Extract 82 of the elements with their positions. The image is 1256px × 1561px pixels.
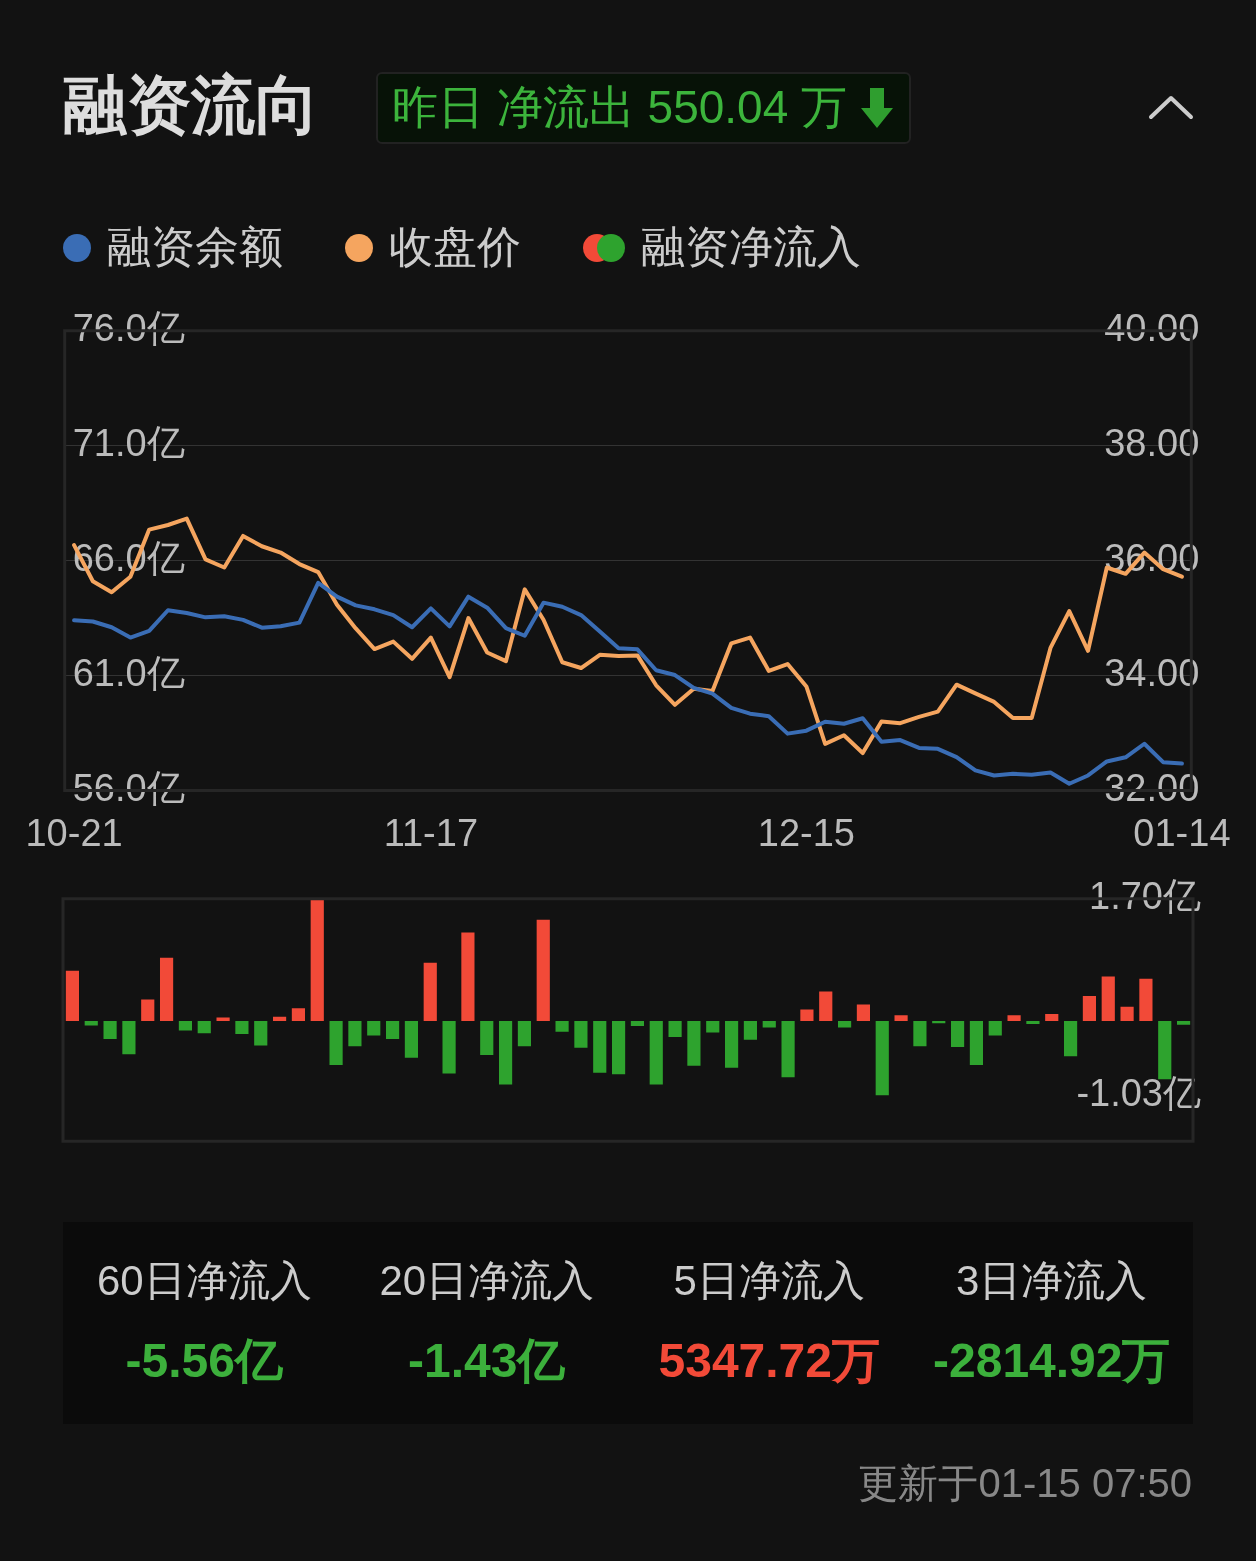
bar (781, 1021, 795, 1078)
text: 3日净流入 (956, 1256, 1148, 1306)
y2-tick-label: 34.00 (1104, 651, 1200, 694)
bar (272, 1016, 287, 1022)
bar (724, 1021, 739, 1068)
bar (254, 1021, 268, 1046)
bar (404, 1021, 419, 1058)
bar (367, 1021, 381, 1036)
bar (1063, 1021, 1078, 1057)
bar (574, 1021, 588, 1048)
text: 20日净流入 (379, 1256, 595, 1306)
y-tick-label: 61.0亿 (72, 651, 185, 694)
x-tick-label: 11-17 (383, 811, 479, 854)
bar (197, 1021, 211, 1034)
bar (84, 1021, 98, 1026)
bar (235, 1021, 249, 1035)
bar (442, 1021, 456, 1074)
bar (988, 1021, 1002, 1036)
bar (649, 1021, 663, 1085)
bar (743, 1021, 758, 1040)
bar (480, 1021, 494, 1055)
bar (950, 1021, 965, 1047)
bar (65, 970, 80, 1022)
chart-subtitle: 昨日 净流出 550.04 万 (392, 80, 848, 135)
bar (141, 999, 155, 1022)
x-tick-label: 12-15 (757, 811, 855, 854)
text: -1.43亿 (408, 1333, 566, 1389)
bar (178, 1021, 193, 1031)
text: 更新于01-15 07:50 (858, 1460, 1192, 1507)
bar (1139, 978, 1153, 1022)
legend-label: 融资余额 (107, 221, 283, 273)
x-tick-label: 10-21 (25, 811, 123, 854)
bar (668, 1021, 682, 1037)
bar (122, 1021, 136, 1055)
bar (329, 1021, 343, 1065)
bar (762, 1021, 776, 1028)
bar (216, 1017, 230, 1022)
bar (969, 1021, 984, 1065)
bar (461, 932, 475, 1022)
bar (159, 957, 174, 1022)
bar (1101, 976, 1115, 1022)
bar (1026, 1021, 1040, 1024)
legend-label: 融资净流入 (641, 221, 861, 273)
bar (856, 1004, 871, 1022)
bar (555, 1021, 569, 1032)
text: -2814.92万 (933, 1333, 1171, 1389)
bar (593, 1021, 607, 1073)
bar (536, 919, 550, 1022)
bar (894, 1015, 908, 1022)
bar (385, 1021, 400, 1040)
bar (1007, 1015, 1021, 1022)
bar (310, 898, 324, 1022)
bar (423, 962, 437, 1022)
bar (291, 1008, 306, 1022)
y-tick-label: -1.03亿 (1076, 1071, 1201, 1114)
text: 60日净流入 (96, 1256, 312, 1306)
x-tick-label: 01-14 (1133, 811, 1231, 854)
bar (932, 1021, 946, 1024)
bar (611, 1021, 626, 1075)
text: -5.56亿 (125, 1333, 283, 1389)
y2-tick-label: 38.00 (1104, 422, 1200, 465)
bar (630, 1021, 645, 1027)
bar (517, 1021, 532, 1047)
chart-title: 融资流向 (63, 68, 319, 143)
bar (1176, 1021, 1191, 1025)
bar (687, 1021, 701, 1066)
bar (1120, 1006, 1134, 1022)
bar (913, 1021, 927, 1047)
bar (706, 1021, 720, 1033)
bar (1082, 995, 1097, 1022)
text: 5日净流入 (673, 1256, 865, 1306)
bar (103, 1021, 117, 1040)
y-tick-label: 71.0亿 (72, 422, 185, 465)
bar (1045, 1013, 1059, 1022)
bar (819, 991, 833, 1022)
bar (348, 1021, 362, 1047)
bar (498, 1021, 513, 1085)
text: 5347.72万 (658, 1333, 880, 1389)
bar (800, 1009, 814, 1022)
legend-label: 收盘价 (389, 221, 521, 273)
bar (875, 1021, 889, 1096)
bar (837, 1021, 852, 1028)
